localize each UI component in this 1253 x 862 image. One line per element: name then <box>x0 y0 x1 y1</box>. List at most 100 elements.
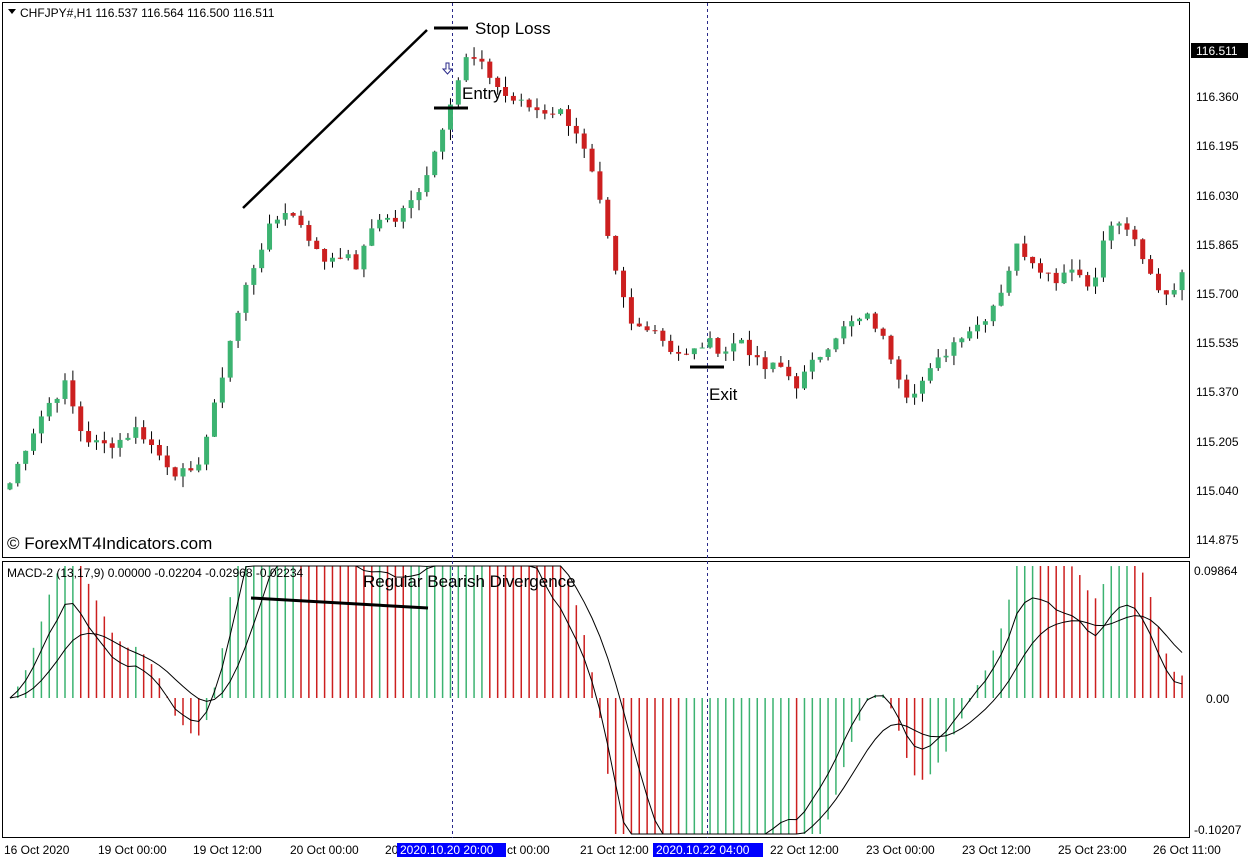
candle-body <box>1022 243 1028 257</box>
candle-body <box>982 321 988 325</box>
candle-body <box>1085 275 1091 287</box>
time-tick: 16 Oct 2020 <box>4 843 70 857</box>
candle-body <box>715 338 721 354</box>
candle-body <box>235 312 241 341</box>
candle-body <box>479 58 485 62</box>
price-tick: 115.865 <box>1196 238 1239 252</box>
candle-body <box>306 225 312 241</box>
candle-body <box>660 330 666 341</box>
macd-histogram <box>17 566 1183 834</box>
candle-body <box>825 349 831 357</box>
divergence-line[interactable] <box>250 596 429 610</box>
macd-tick: 0.09864 <box>1194 564 1238 578</box>
candle-body <box>597 171 603 200</box>
candle-body <box>298 215 304 226</box>
time-tick: 26 Oct 11:00 <box>1153 843 1221 857</box>
candle-body <box>699 347 705 349</box>
candle-body <box>463 57 469 81</box>
candle-body <box>503 87 509 96</box>
candle-body <box>329 257 335 262</box>
candle-body <box>70 380 76 407</box>
candle-body <box>558 109 564 114</box>
candle-body <box>62 380 68 399</box>
candle-body <box>707 338 713 348</box>
time-tick: 19 Oct 12:00 <box>193 843 262 857</box>
candle-body <box>770 362 776 370</box>
candle-body <box>101 440 107 444</box>
candle-body <box>975 324 981 332</box>
watermark: © ForexMT4Indicators.com <box>7 534 212 553</box>
candle-body <box>762 357 768 370</box>
candle-body <box>471 57 477 59</box>
candle-body <box>998 292 1004 306</box>
candle-body <box>109 443 115 448</box>
candle-body <box>172 467 178 477</box>
candle-body <box>282 213 288 220</box>
stop-loss-label: Stop Loss <box>475 19 551 38</box>
price-tick: 114.875 <box>1196 533 1239 547</box>
candle-body <box>668 340 674 352</box>
candle-body <box>1014 243 1020 271</box>
candle-body <box>204 436 210 465</box>
candle-body <box>1006 270 1012 293</box>
candle-body <box>872 313 878 329</box>
candle-body <box>864 313 870 319</box>
candle-body <box>573 125 579 134</box>
candle-body <box>1045 272 1051 274</box>
candle-body <box>424 175 430 193</box>
macd-tick: 0.00 <box>1206 692 1230 706</box>
candle-body <box>817 356 823 360</box>
candle-body <box>801 371 807 389</box>
candle-body <box>15 463 21 484</box>
candle-body <box>676 351 682 354</box>
price-tick: 116.195 <box>1196 139 1239 153</box>
candle-body <box>1148 259 1154 274</box>
candle-body <box>613 235 619 271</box>
candle-body <box>117 439 123 448</box>
candle-body <box>510 95 516 101</box>
price-tick: 116.360 <box>1196 90 1239 104</box>
macd-tick: -0.10207 <box>1194 823 1242 837</box>
candle-body <box>1163 290 1169 295</box>
candle-body <box>919 380 925 394</box>
candle-body <box>731 343 737 352</box>
candle-body <box>93 440 99 443</box>
candle-body <box>912 393 918 398</box>
candle-body <box>1077 269 1083 276</box>
macd-axis: 0.09864 0.00 -0.10207 <box>1194 564 1242 837</box>
candle-body <box>526 99 532 108</box>
candle-body <box>46 402 52 417</box>
candlestick-series <box>7 47 1185 491</box>
candle-body <box>951 342 957 356</box>
candle-body <box>636 323 642 327</box>
candle-body <box>180 468 186 477</box>
current-price: 116.511 <box>1196 44 1238 58</box>
candle-body <box>267 223 273 250</box>
time-tick: 20 <box>385 843 399 857</box>
candle-body <box>149 439 155 446</box>
candle-body <box>581 133 587 149</box>
candle-body <box>314 240 320 250</box>
symbol-header: CHFJPY#,H1 116.537 116.564 116.500 116.5… <box>20 6 275 20</box>
dropdown-triangle-icon[interactable] <box>8 9 16 14</box>
candle-body <box>849 321 855 327</box>
price-tick: 115.535 <box>1196 336 1239 350</box>
candle-body <box>888 335 894 360</box>
time-tick: 19 Oct 00:00 <box>98 843 167 857</box>
time-tick: 20 Oct 00:00 <box>290 843 359 857</box>
candle-body <box>794 376 800 389</box>
candle-body <box>274 219 280 224</box>
candle-body <box>369 228 375 246</box>
candle-body <box>353 254 359 270</box>
candle-body <box>211 402 217 437</box>
macd-panel[interactable] <box>2 561 1190 838</box>
macd-line <box>9 565 1183 835</box>
price-tick: 116.030 <box>1196 189 1239 203</box>
candle-body <box>691 348 697 355</box>
candle-body <box>243 284 249 313</box>
candle-body <box>196 464 202 471</box>
candle-body <box>447 104 453 130</box>
candle-body <box>990 305 996 322</box>
trend-line-highs[interactable] <box>242 29 428 209</box>
